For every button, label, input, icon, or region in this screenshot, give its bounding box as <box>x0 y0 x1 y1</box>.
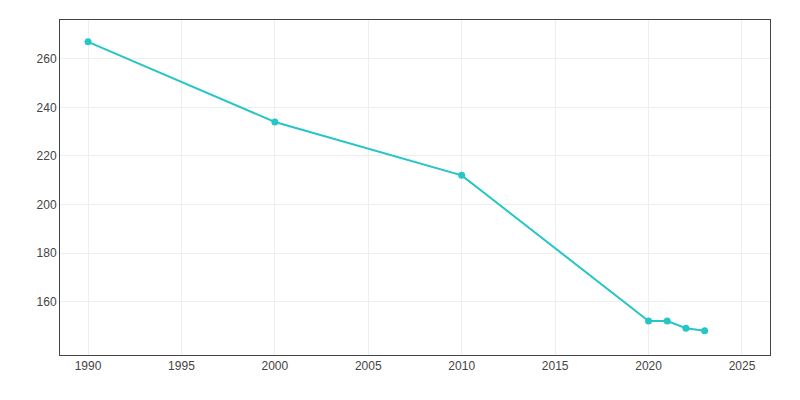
svg-text:1995: 1995 <box>168 359 195 373</box>
svg-text:240: 240 <box>37 101 57 115</box>
svg-text:2020: 2020 <box>635 359 662 373</box>
svg-text:2010: 2010 <box>448 359 475 373</box>
svg-text:1990: 1990 <box>75 359 102 373</box>
svg-text:2005: 2005 <box>355 359 382 373</box>
svg-text:2000: 2000 <box>262 359 289 373</box>
svg-text:200: 200 <box>37 198 57 212</box>
svg-text:260: 260 <box>37 52 57 66</box>
svg-text:160: 160 <box>37 295 57 309</box>
svg-text:180: 180 <box>37 246 57 260</box>
svg-text:2025: 2025 <box>729 359 756 373</box>
svg-text:2015: 2015 <box>542 359 569 373</box>
svg-text:220: 220 <box>37 149 57 163</box>
